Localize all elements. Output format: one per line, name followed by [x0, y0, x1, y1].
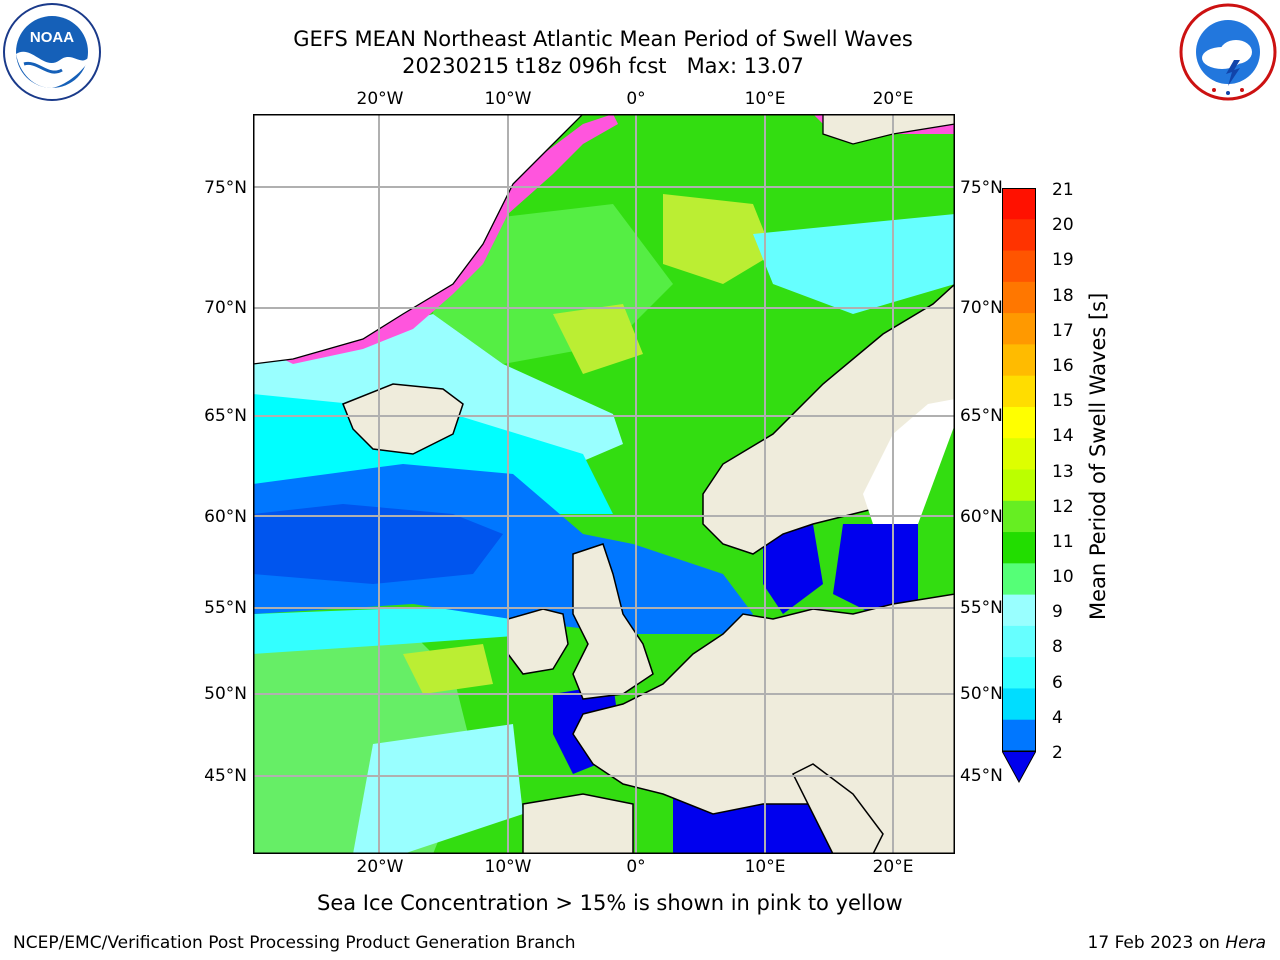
colorbar-band [1002, 657, 1036, 689]
colorbar-tick-label: 15 [1052, 391, 1074, 412]
lat-tick-left: 55°N [204, 598, 247, 618]
lat-tick-right: 75°N [960, 178, 1003, 198]
noaa-logo-icon: NOAA [2, 2, 102, 102]
footer-host: Hera [1225, 933, 1266, 953]
colorbar-tick-label: 6 [1052, 672, 1063, 693]
lat-tick-right: 65°N [960, 406, 1003, 426]
colorbar-band [1002, 719, 1036, 752]
lat-tick-right: 55°N [960, 598, 1003, 618]
lat-tick-left: 60°N [204, 507, 247, 527]
lat-tick-left: 65°N [204, 406, 247, 426]
colorbar-band [1002, 625, 1036, 658]
lat-tick-left: 45°N [204, 766, 247, 786]
nws-logo-icon [1178, 2, 1278, 102]
colorbar-band [1002, 438, 1036, 470]
colorbar-band [1002, 688, 1036, 721]
noaa-logo-text: NOAA [30, 29, 74, 46]
swell-period-map [253, 114, 955, 854]
lon-tick-top: 20°E [872, 89, 914, 109]
colorbar-band [1002, 188, 1036, 220]
colorbar-tick-label: 18 [1052, 285, 1074, 306]
colorbar-tick-label: 21 [1052, 180, 1074, 200]
colorbar-tick-label: 11 [1052, 531, 1074, 552]
colorbar-band [1002, 375, 1036, 408]
colorbar-tick-label: 9 [1052, 602, 1063, 623]
lat-tick-left: 75°N [204, 178, 247, 198]
footer-date-text: 17 Feb 2023 on [1087, 933, 1226, 953]
colorbar-title: Mean Period of Swell Waves [s] [1086, 292, 1110, 620]
colorbar-tick-label: 14 [1052, 426, 1074, 447]
footer-credit: NCEP/EMC/Verification Post Processing Pr… [13, 933, 576, 953]
colorbar-tick-label: 10 [1052, 567, 1074, 588]
footer-date: 17 Feb 2023 on Hera [1088, 933, 1266, 953]
colorbar-tick-label: 13 [1052, 461, 1074, 482]
lon-tick-top: 0° [626, 89, 646, 109]
colorbar-tick-label: 4 [1052, 707, 1063, 728]
colorbar-tick-label: 19 [1052, 250, 1074, 271]
colorbar-extend-arrow [1002, 750, 1036, 783]
colorbar-tick-label: 8 [1052, 637, 1063, 658]
colorbar-tick-label: 16 [1052, 355, 1074, 376]
colorbar-tick-label: 2 [1052, 743, 1063, 763]
lon-tick-bottom: 0° [626, 857, 646, 877]
colorbar [1002, 188, 1036, 783]
colorbar-band [1002, 313, 1036, 345]
colorbar-band [1002, 250, 1036, 283]
colorbar-tick-label: 20 [1052, 215, 1074, 236]
lat-tick-left: 70°N [204, 298, 247, 318]
colorbar-tick-label: 12 [1052, 496, 1074, 517]
colorbar-band [1002, 500, 1036, 533]
map-title: GEFS MEAN Northeast Atlantic Mean Period… [293, 27, 913, 51]
colorbar-tick-label: 17 [1052, 320, 1074, 341]
colorbar-frame [1002, 188, 1036, 752]
colorbar-band [1002, 532, 1036, 564]
lon-tick-top: 10°E [744, 89, 786, 109]
sea-ice-note: Sea Ice Concentration > 15% is shown in … [317, 891, 903, 915]
lon-tick-bottom: 10°E [744, 857, 786, 877]
lon-tick-bottom: 10°W [484, 857, 532, 877]
lon-tick-top: 10°W [484, 89, 532, 109]
lon-tick-bottom: 20°E [872, 857, 914, 877]
lon-tick-bottom: 20°W [356, 857, 404, 877]
lon-tick-top: 20°W [356, 89, 404, 109]
colorbar-band [1002, 563, 1036, 596]
colorbar-band [1002, 469, 1036, 502]
colorbar-band [1002, 281, 1036, 314]
lat-tick-right: 70°N [960, 298, 1003, 318]
lat-tick-right: 60°N [960, 507, 1003, 527]
colorbar-band [1002, 594, 1036, 627]
lat-tick-right: 50°N [960, 684, 1003, 704]
lat-tick-left: 50°N [204, 684, 247, 704]
colorbar-band [1002, 219, 1036, 252]
colorbar-band [1002, 344, 1036, 377]
colorbar-band [1002, 406, 1036, 439]
map-subtitle: 20230215 t18z 096h fcst Max: 13.07 [402, 54, 804, 78]
lat-tick-right: 45°N [960, 766, 1003, 786]
